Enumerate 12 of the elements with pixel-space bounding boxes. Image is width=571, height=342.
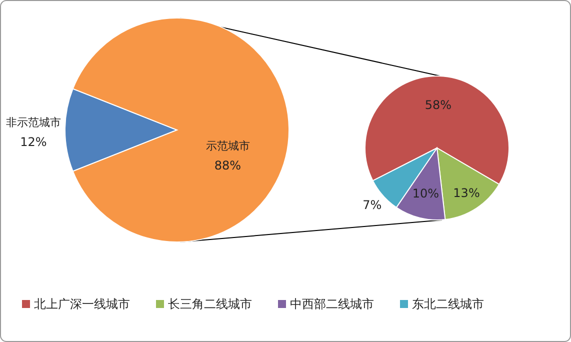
legend-label: 中西部二线城市: [290, 297, 374, 311]
data-label: 12%: [20, 135, 47, 149]
legend-label: 东北二线城市: [412, 297, 484, 311]
slice-label: 非示范城市: [6, 116, 61, 129]
data-label: 10%: [412, 186, 440, 200]
data-label: 58%: [424, 98, 452, 112]
legend-label: 北上广深一线城市: [34, 297, 130, 311]
data-label: 13%: [453, 186, 480, 200]
slice-label: 示范城市: [206, 140, 250, 153]
legend-label: 长三角二线城市: [168, 297, 252, 311]
data-label: 88%: [214, 158, 242, 173]
data-label: 7%: [362, 198, 382, 212]
